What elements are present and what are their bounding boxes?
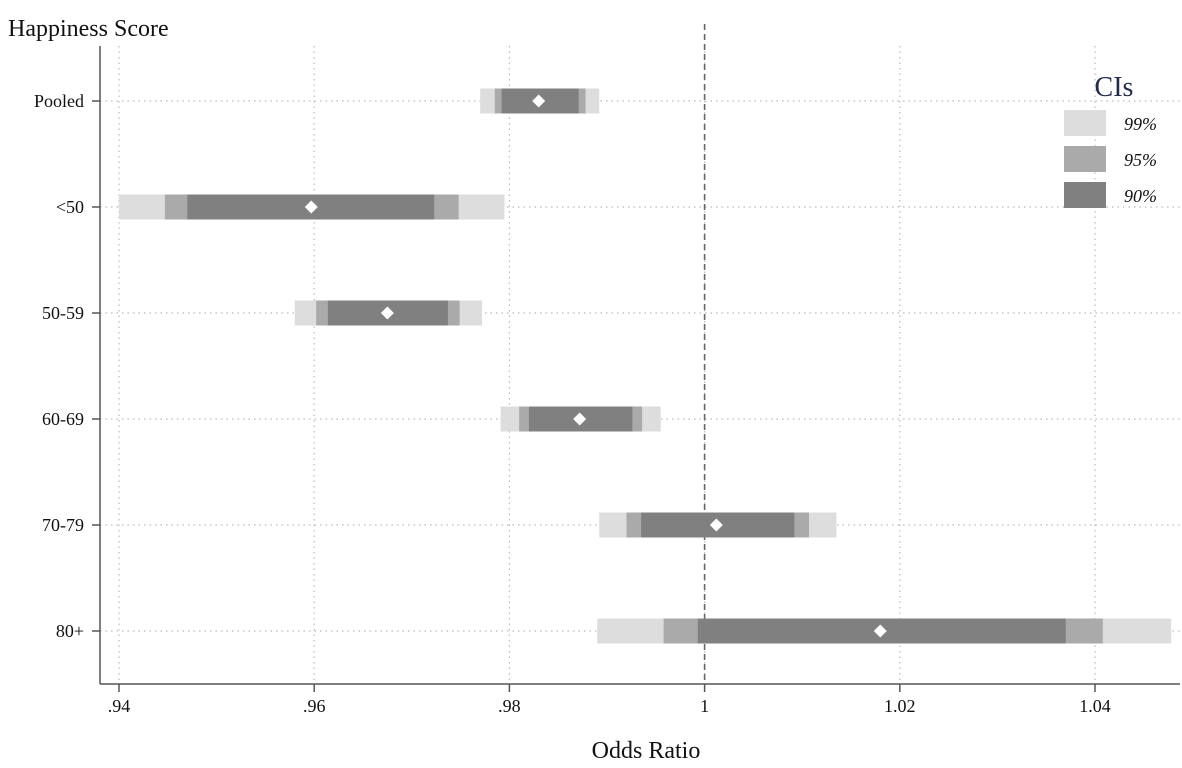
category-label: Pooled bbox=[34, 91, 84, 111]
legend-title: CIs bbox=[1095, 72, 1134, 103]
x-tick-label: 1.02 bbox=[884, 696, 916, 716]
x-axis-ticks: .94 .96 .98 1 1.02 1.04 bbox=[108, 684, 1111, 716]
legend: CIs 99% 95% 90% bbox=[1064, 72, 1157, 208]
grid-lines bbox=[100, 46, 1180, 684]
x-tick-label: .98 bbox=[498, 696, 521, 716]
point-estimate-marker bbox=[709, 518, 723, 532]
point-estimate-marker bbox=[532, 94, 546, 108]
x-tick-label: 1.04 bbox=[1079, 696, 1111, 716]
legend-swatch bbox=[1064, 182, 1106, 208]
x-tick-label: .94 bbox=[108, 696, 131, 716]
category-label: 70-79 bbox=[42, 515, 84, 535]
legend-swatch bbox=[1064, 146, 1106, 172]
legend-swatch bbox=[1064, 110, 1106, 136]
chart-title: Happiness Score bbox=[8, 16, 169, 42]
x-axis-title: Odds Ratio bbox=[592, 738, 701, 764]
point-estimate-marker bbox=[304, 200, 318, 214]
category-label: <50 bbox=[56, 197, 84, 217]
category-label: 80+ bbox=[56, 621, 84, 641]
x-tick-label: 1 bbox=[700, 696, 709, 716]
point-estimate-marker bbox=[873, 624, 887, 638]
point-estimate-marker bbox=[573, 412, 587, 426]
legend-label: 90% bbox=[1124, 186, 1157, 206]
point-estimate-marker bbox=[380, 306, 394, 320]
category-label: 50-59 bbox=[42, 303, 84, 323]
x-tick-label: .96 bbox=[303, 696, 326, 716]
legend-label: 95% bbox=[1124, 150, 1157, 170]
legend-label: 99% bbox=[1124, 114, 1157, 134]
category-label: 60-69 bbox=[42, 409, 84, 429]
ci-bars bbox=[119, 88, 1172, 644]
y-axis-ticks: Pooled <50 50-59 60-69 70-79 80+ bbox=[34, 91, 100, 641]
point-estimates bbox=[304, 94, 887, 638]
